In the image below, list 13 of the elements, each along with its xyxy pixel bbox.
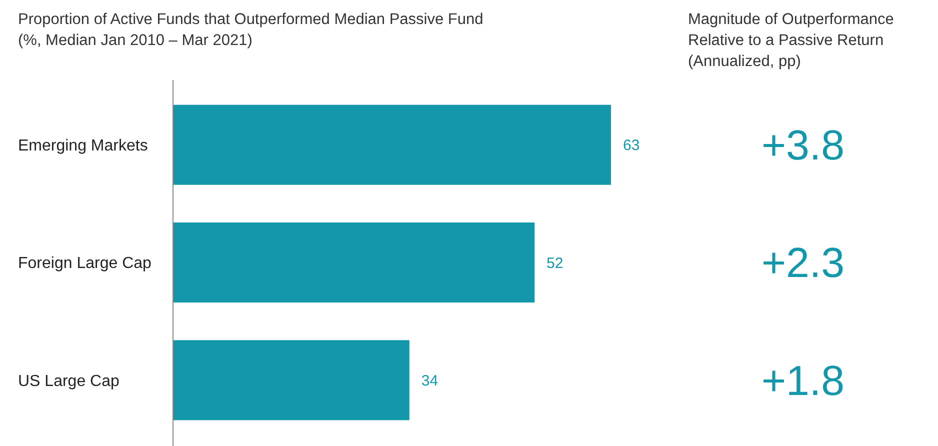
data-label: 52: [546, 254, 564, 272]
text: Magnitude of Outperformance Relative to a Passive Return: [688, 11, 894, 49]
chart-title: Proportion of Active Funds that Outperformed Median Passive Fund: [18, 11, 484, 28]
text: +1.8: [762, 356, 844, 404]
y-tick-label: US Large Cap: [18, 372, 120, 390]
data-label: 34: [421, 372, 438, 390]
data-label: 63: [623, 137, 640, 154]
y-tick-label: Emerging Markets: [18, 137, 148, 154]
y-tick-label: Foreign Large Cap: [18, 255, 152, 272]
text: (Annualized, pp): [688, 53, 801, 70]
text: +3.8: [762, 122, 844, 169]
text: +2.3: [762, 239, 844, 286]
chart-subtitle: (%, Median Jan 2010 – Mar 2021): [18, 32, 252, 49]
